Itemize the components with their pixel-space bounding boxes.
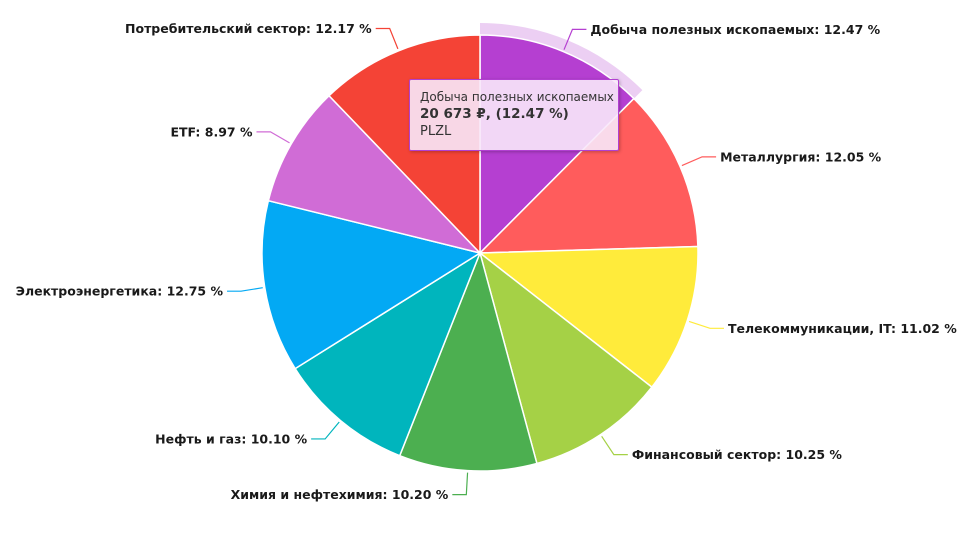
connector-line-металлургия: [681, 156, 717, 167]
slice-label-электроэнергетика: Электроэнергетика: 12.75 %: [16, 284, 224, 299]
pie-slice-телекоммуникации-it[interactable]: [477, 245, 699, 389]
slice-label-добыча-полезных-ископаемых: Добыча полезных ископаемых: 12.47 %: [590, 22, 880, 37]
slice-label-химия-и-нефтехимия: Химия и нефтехимия: 10.20 %: [231, 487, 449, 502]
connector-line-электроэнергетика: [227, 287, 263, 292]
slice-label-металлургия: Металлургия: 12.05 %: [720, 149, 882, 164]
slice-label-финансовый-сектор: Финансовый сектор: 10.25 %: [632, 447, 843, 462]
connector-line-потребительский-сектор: [375, 27, 399, 50]
connector-line-химия-и-нефтехимия: [452, 472, 469, 496]
connector-line-etf: [256, 131, 290, 144]
pie-slice-электроэнергетика[interactable]: [261, 199, 482, 370]
slice-label-потребительский-сектор: Потребительский сектор: 12.17 %: [125, 21, 372, 36]
connector-line-финансовый-сектор: [601, 435, 628, 456]
slice-label-нефть-и-газ: Нефть и газ: 10.10 %: [155, 431, 307, 446]
connector-line-телекоммуникации-it: [688, 320, 724, 329]
connector-line-добыча-полезных-ископаемых: [563, 28, 587, 50]
pie-slice-химия-и-нефтехимия[interactable]: [398, 250, 538, 472]
pie-slice-нефть-и-газ[interactable]: [294, 251, 482, 457]
chart-tooltip: Добыча полезных ископаемых 20 673 ₽, (12…: [409, 79, 619, 151]
pie-slice-etf[interactable]: [267, 94, 483, 255]
slice-label-etf: ETF: 8.97 %: [170, 124, 252, 139]
connector-line-нефть-и-газ: [311, 421, 340, 440]
slice-label-телекоммуникации-it: Телекоммуникации, IT: 11.02 %: [728, 321, 957, 336]
pie-slice-металлургия[interactable]: [478, 97, 699, 254]
tooltip-value: 20 673 ₽, (12.47 %): [420, 106, 569, 122]
tooltip-sector-name: Добыча полезных ископаемых: [420, 90, 614, 104]
tooltip-ticker: PLZL: [420, 124, 452, 139]
